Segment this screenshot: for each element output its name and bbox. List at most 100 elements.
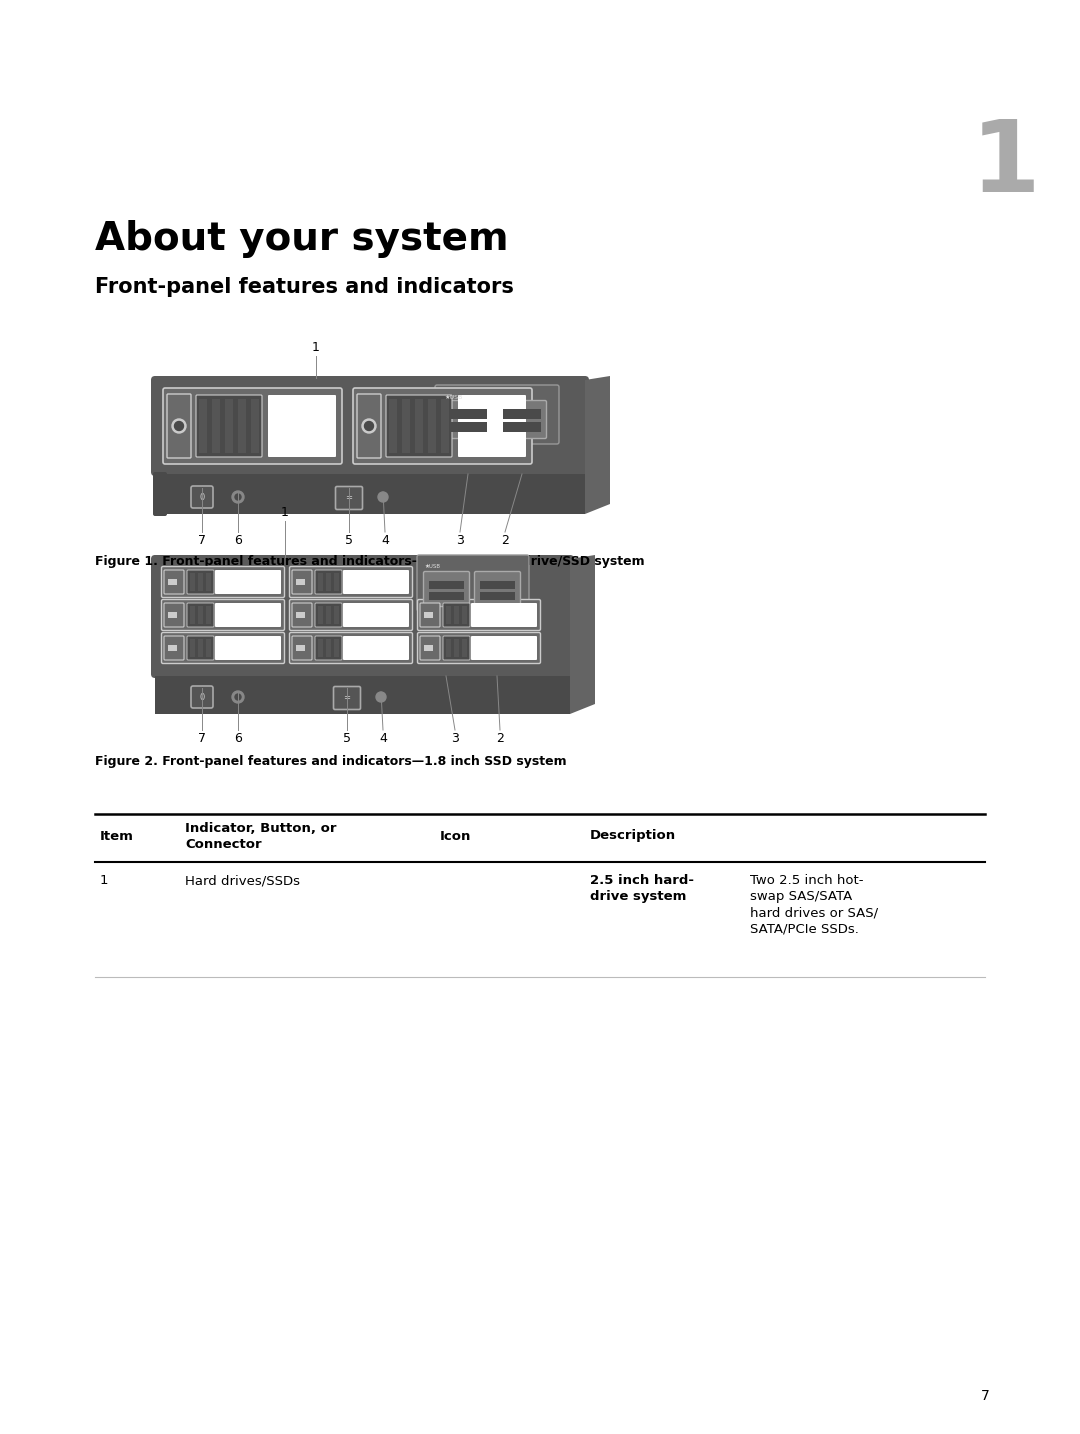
Bar [462, 607, 467, 624]
FancyBboxPatch shape [292, 637, 312, 660]
FancyBboxPatch shape [215, 604, 281, 627]
FancyBboxPatch shape [164, 569, 184, 594]
Bar [225, 399, 233, 453]
Text: 7: 7 [198, 533, 206, 546]
FancyBboxPatch shape [443, 604, 470, 627]
FancyBboxPatch shape [435, 384, 559, 445]
Text: Icon: Icon [440, 829, 471, 843]
Bar [318, 607, 323, 624]
FancyBboxPatch shape [386, 394, 453, 457]
FancyBboxPatch shape [162, 632, 284, 664]
Text: Description: Description [590, 829, 676, 843]
Text: 3: 3 [456, 533, 464, 546]
Bar [424, 645, 433, 651]
Text: Figure 1. Front-panel features and indicators—2.5 inch hard-drive/SSD system: Figure 1. Front-panel features and indic… [95, 555, 645, 568]
Text: ★USB: ★USB [426, 564, 441, 569]
Text: Hard drives/SSDs: Hard drives/SSDs [185, 873, 300, 888]
FancyBboxPatch shape [289, 599, 413, 631]
Polygon shape [585, 376, 610, 513]
Text: SATA/PCIe SSDs.: SATA/PCIe SSDs. [750, 922, 859, 935]
Bar [296, 612, 305, 618]
Bar [198, 640, 203, 657]
Text: 1: 1 [281, 506, 289, 519]
Bar [334, 574, 339, 591]
FancyBboxPatch shape [292, 604, 312, 627]
Text: hard drives or SAS/: hard drives or SAS/ [750, 906, 878, 919]
FancyBboxPatch shape [164, 604, 184, 627]
FancyBboxPatch shape [498, 400, 546, 439]
FancyBboxPatch shape [167, 394, 191, 457]
FancyBboxPatch shape [215, 637, 281, 660]
FancyBboxPatch shape [268, 394, 336, 457]
Text: 1: 1 [312, 341, 320, 354]
Bar [429, 581, 464, 589]
Bar [198, 607, 203, 624]
Bar [454, 607, 459, 624]
FancyBboxPatch shape [458, 394, 526, 457]
Bar [296, 645, 305, 651]
Text: 2: 2 [496, 731, 504, 744]
Text: ★USB: ★USB [445, 394, 463, 400]
Bar [168, 612, 177, 618]
Text: Figure 2. Front-panel features and indicators—1.8 inch SSD system: Figure 2. Front-panel features and indic… [95, 756, 567, 769]
Bar [389, 399, 397, 453]
Circle shape [232, 691, 244, 703]
FancyBboxPatch shape [334, 687, 361, 710]
Bar [156, 475, 585, 513]
Circle shape [232, 490, 244, 503]
FancyBboxPatch shape [191, 685, 213, 708]
FancyBboxPatch shape [195, 394, 262, 457]
Bar [206, 574, 211, 591]
Text: 6: 6 [234, 533, 242, 546]
Circle shape [235, 493, 241, 500]
FancyBboxPatch shape [443, 637, 470, 660]
Text: 2.5 inch hard-: 2.5 inch hard- [590, 873, 694, 888]
Text: 1: 1 [970, 116, 1040, 212]
Bar [190, 640, 195, 657]
Bar [198, 574, 203, 591]
FancyBboxPatch shape [417, 555, 529, 611]
Text: 7: 7 [981, 1390, 989, 1402]
Text: 4: 4 [379, 731, 387, 744]
Bar [190, 607, 195, 624]
Text: drive system: drive system [590, 891, 687, 903]
Text: About your system: About your system [95, 219, 509, 258]
Circle shape [365, 422, 374, 430]
Text: 0: 0 [200, 492, 204, 502]
Circle shape [378, 492, 388, 502]
Bar [480, 592, 515, 599]
Circle shape [376, 693, 386, 703]
Bar [238, 399, 246, 453]
Polygon shape [570, 555, 595, 714]
Bar [251, 399, 259, 453]
Text: 6: 6 [234, 731, 242, 744]
FancyBboxPatch shape [153, 472, 167, 516]
Text: 5: 5 [345, 533, 353, 546]
Bar [212, 399, 220, 453]
Text: 4: 4 [381, 533, 389, 546]
Bar [199, 399, 207, 453]
Bar [402, 399, 410, 453]
FancyBboxPatch shape [187, 569, 214, 594]
FancyBboxPatch shape [343, 604, 409, 627]
FancyBboxPatch shape [418, 632, 540, 664]
FancyBboxPatch shape [474, 572, 521, 607]
Circle shape [362, 419, 376, 433]
FancyBboxPatch shape [151, 555, 573, 678]
Bar [449, 422, 487, 432]
FancyBboxPatch shape [289, 632, 413, 664]
FancyBboxPatch shape [162, 566, 284, 598]
FancyBboxPatch shape [343, 569, 409, 594]
Bar [318, 640, 323, 657]
Bar [326, 640, 330, 657]
FancyBboxPatch shape [336, 486, 363, 509]
Text: 2: 2 [501, 533, 509, 546]
Text: =: = [343, 694, 351, 703]
Bar [449, 409, 487, 419]
Text: Item: Item [100, 829, 134, 843]
Text: 1: 1 [100, 873, 108, 888]
FancyBboxPatch shape [187, 604, 214, 627]
FancyBboxPatch shape [471, 604, 537, 627]
Bar [446, 640, 451, 657]
FancyBboxPatch shape [423, 572, 470, 607]
